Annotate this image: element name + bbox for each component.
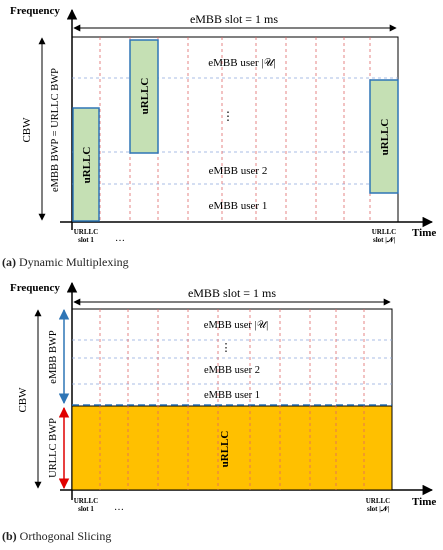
panel-b-slot-1-top: URLLC — [74, 497, 99, 505]
panel-a-urllc-block-3-label: uRLLC — [379, 119, 391, 156]
panel-a-ellipsis: ⋮ — [222, 109, 234, 123]
panel-b-slot-label: eMBB slot = 1 ms — [188, 286, 276, 300]
panel-b-cbw-label: CBW — [17, 387, 29, 413]
panel-b-orthogonal-slicing: Frequency Time eMBB slot = 1 ms uRLLC — [10, 281, 436, 513]
panel-a-urllc-block-2-label: uRLLC — [139, 78, 151, 115]
panel-b-slot-dots: … — [114, 502, 124, 513]
panel-b-embb-user-2-label: eMBB user 2 — [204, 365, 260, 376]
panel-a-cbw-label: CBW — [21, 117, 33, 143]
panel-b-caption-letter: (b) — [2, 529, 17, 543]
panel-b-embb-bwp-label: eMBB BWP — [48, 330, 59, 384]
panel-b-urllc-bwp-label: URLLC BWP — [48, 418, 59, 478]
panel-a-embb-user-u-label: eMBB user |𝒰| — [208, 57, 275, 69]
panel-a-slot-dots: … — [115, 233, 125, 244]
panel-b-slot-1-bottom: slot 1 — [78, 505, 94, 513]
panel-a-urllc-block-1-label: uRLLC — [81, 147, 93, 184]
panel-a-dynamic-multiplexing: Frequency Time eMBB slot = 1 ms eMBB use… — [10, 5, 436, 244]
panel-a-caption-text: Dynamic Multiplexing — [16, 255, 129, 269]
panel-b-slot-dividers — [99, 309, 365, 490]
panel-a-slot-n-top: URLLC — [372, 228, 397, 236]
panel-a-embb-user-2-label: eMBB user 2 — [209, 165, 268, 177]
panel-b-caption-text: Orthogonal Slicing — [16, 529, 112, 543]
panel-b-ellipsis: ⋮ — [221, 342, 232, 354]
panel-b-time-label: Time — [412, 496, 436, 508]
panel-a-caption: (a) Dynamic Multiplexing — [2, 255, 129, 270]
panel-b-caption: (b) Orthogonal Slicing — [2, 529, 111, 544]
panel-a-embb-user-1-label: eMBB user 1 — [209, 200, 268, 212]
panel-b-frequency-label: Frequency — [10, 282, 60, 294]
panel-a-urllc-block-2 — [129, 39, 159, 154]
panel-b-embb-user-1-label: eMBB user 1 — [204, 390, 260, 401]
panel-a-time-label: Time — [412, 227, 436, 239]
panel-b-slot-n-top: URLLC — [366, 497, 391, 505]
panel-b-urllc-region — [71, 405, 393, 491]
panel-b-embb-user-u-label: eMBB user |𝒰| — [204, 320, 269, 331]
panel-a-urllc-block-3 — [369, 79, 399, 194]
panel-a-urllc-block-1 — [72, 107, 100, 222]
panel-a-caption-letter: (a) — [2, 255, 16, 269]
panel-b-urllc-region-label: uRLLC — [219, 431, 231, 468]
panel-a-slot-1-bottom: slot 1 — [78, 236, 94, 244]
panel-a-slot-label: eMBB slot = 1 ms — [190, 12, 278, 26]
panel-a-bwp-label: eMBB BWP = URLLC BWP — [50, 68, 61, 192]
panel-b-slot-n-bottom: slot |𝒩| — [367, 505, 389, 513]
panel-a-slot-n-bottom: slot |𝒩| — [373, 236, 395, 244]
panel-a-frequency-label: Frequency — [10, 5, 60, 17]
panel-a-slot-1-top: URLLC — [74, 228, 99, 236]
panel-b-user-boundaries — [72, 339, 392, 385]
